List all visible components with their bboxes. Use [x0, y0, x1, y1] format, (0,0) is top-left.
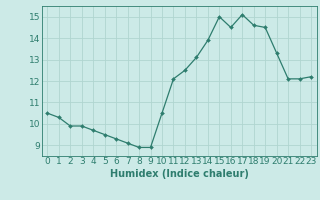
- X-axis label: Humidex (Indice chaleur): Humidex (Indice chaleur): [110, 169, 249, 179]
